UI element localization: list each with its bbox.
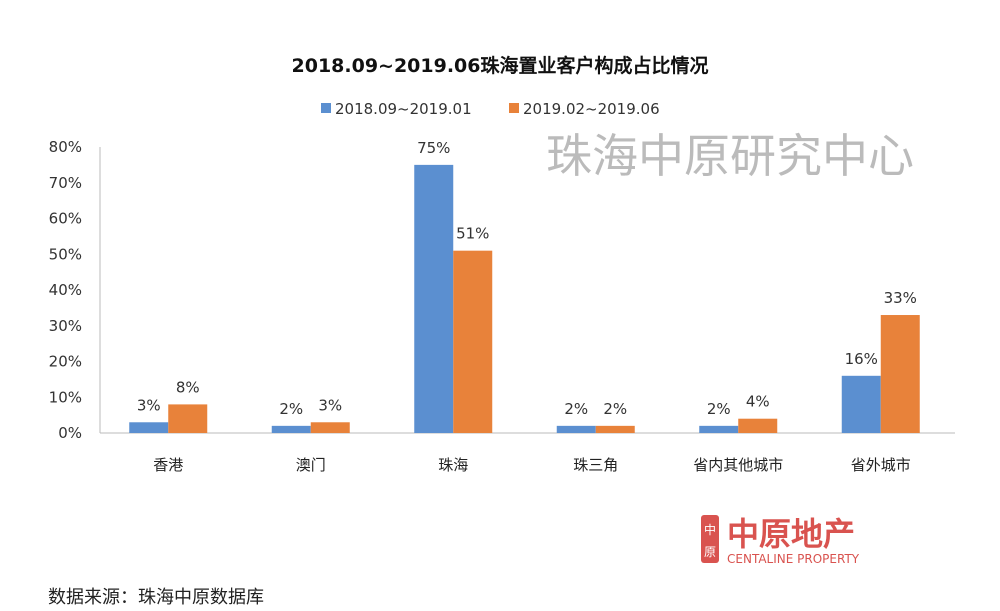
bar-series-2 xyxy=(310,422,350,433)
bar-series-2 xyxy=(453,250,493,433)
data-label: 16% xyxy=(845,350,878,368)
data-label: 2% xyxy=(603,400,627,418)
y-tick-label: 30% xyxy=(49,317,82,335)
centaline-logo: 中 原 中原地产 CENTALINE PROPERTY xyxy=(701,515,860,566)
source-note: 数据来源：珠海中原数据库 xyxy=(48,587,264,608)
data-label: 33% xyxy=(884,289,917,307)
y-tick-label: 10% xyxy=(49,388,82,406)
data-label: 3% xyxy=(318,396,342,414)
legend: 2018.09~2019.01 2019.02~2019.06 xyxy=(321,100,660,118)
seal-text-1: 中 xyxy=(704,522,716,537)
data-label: 4% xyxy=(746,393,770,411)
x-tick-label: 澳门 xyxy=(296,456,326,474)
seal-icon xyxy=(701,515,719,563)
plot-area: 0% 10% 20% 30% 40% 50% 60% 70% 80% 香港 3% 8% 澳门 2% 3% 珠海… xyxy=(49,138,955,474)
y-tick-label: 40% xyxy=(49,281,82,299)
logo-cn: 中原地产 xyxy=(727,515,855,553)
data-label: 8% xyxy=(176,378,200,396)
bar-series-2 xyxy=(738,418,778,433)
data-label: 51% xyxy=(456,225,489,243)
data-label: 3% xyxy=(137,396,161,414)
x-tick-label: 珠三角 xyxy=(573,456,618,474)
bar-series-1 xyxy=(271,425,311,433)
legend-label-series-1: 2018.09~2019.01 xyxy=(335,100,472,118)
bar-series-2 xyxy=(168,404,208,433)
data-label: 2% xyxy=(279,400,303,418)
x-tick-label: 省外城市 xyxy=(851,456,911,474)
y-tick-label: 70% xyxy=(49,174,82,192)
bar-series-1 xyxy=(414,164,454,433)
data-label: 2% xyxy=(707,400,731,418)
x-tick-label: 省内其他城市 xyxy=(693,456,783,474)
bar-series-1 xyxy=(841,375,881,433)
y-tick-label: 60% xyxy=(49,210,82,228)
y-tick-label: 80% xyxy=(49,138,82,156)
data-label: 75% xyxy=(417,139,450,157)
legend-label-series-2: 2019.02~2019.06 xyxy=(523,100,660,118)
y-tick-label: 0% xyxy=(58,424,82,442)
data-label: 2% xyxy=(564,400,588,418)
logo-en: CENTALINE PROPERTY xyxy=(727,552,860,566)
bar-series-1 xyxy=(129,422,169,433)
x-tick-label: 珠海 xyxy=(438,456,468,474)
y-tick-label: 20% xyxy=(49,353,82,371)
x-tick-label: 香港 xyxy=(153,456,183,474)
seal-text-2: 原 xyxy=(704,545,716,559)
bar-series-1 xyxy=(556,425,596,433)
legend-swatch-series-2 xyxy=(509,103,519,113)
bar-series-1 xyxy=(699,425,739,433)
chart-title: 2018.09~2019.06珠海置业客户构成占比情况 xyxy=(292,54,709,77)
watermark: 珠海中原研究中心 xyxy=(546,129,914,183)
y-tick-label: 50% xyxy=(49,245,82,263)
bar-series-2 xyxy=(595,425,635,433)
legend-swatch-series-1 xyxy=(321,103,331,113)
bar-series-2 xyxy=(880,315,920,433)
